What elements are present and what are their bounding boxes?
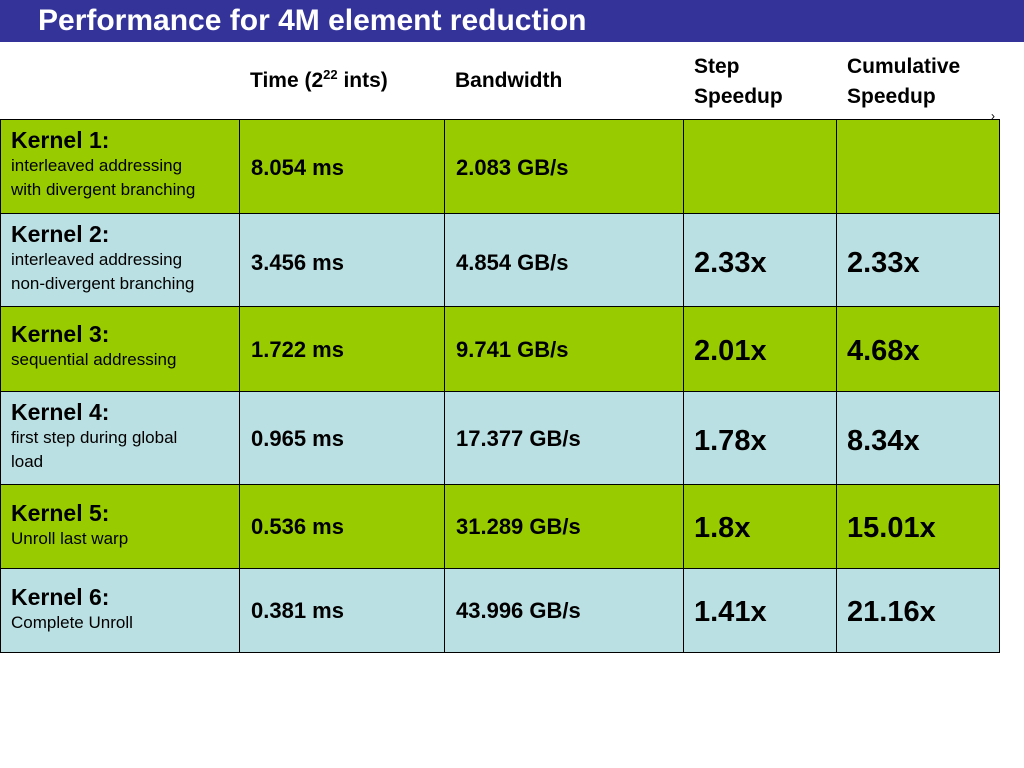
time-cell: 0.536 ms — [239, 484, 445, 569]
time-cell: 0.965 ms — [239, 391, 445, 485]
cumulative-speedup-cell: 21.16x — [836, 568, 1000, 653]
header-cumulative-line2: Speedup — [847, 85, 936, 108]
step-speedup-cell — [683, 119, 837, 214]
corner-mark: › — [991, 109, 995, 123]
step-speedup-value: 1.41x — [694, 596, 767, 628]
kernel-name: Kernel 3: — [11, 321, 110, 347]
step-speedup-value: 1.78x — [694, 425, 767, 457]
kernel-desc-line1: Unroll last warp — [11, 529, 129, 548]
header-time-suffix: ints) — [337, 69, 388, 92]
bandwidth-cell: 31.289 GB/s — [444, 484, 684, 569]
time-value: 8.054 ms — [251, 155, 344, 180]
time-value: 3.456 ms — [251, 250, 344, 275]
table-row-kernel-2: Kernel 2: interleaved addressing non-div… — [0, 213, 1000, 307]
time-value: 1.722 ms — [251, 337, 344, 362]
cumulative-speedup-value: 2.33x — [847, 247, 920, 279]
kernel-desc-line1: sequential addressing — [11, 350, 177, 369]
bandwidth-cell: 17.377 GB/s — [444, 391, 684, 485]
cumulative-speedup-value: 15.01x — [847, 512, 936, 544]
cumulative-speedup-value — [837, 120, 999, 152]
time-cell: 1.722 ms — [239, 306, 445, 392]
kernel-cell: Kernel 1: interleaved addressing with di… — [0, 119, 240, 214]
header-time-prefix: Time (2 — [250, 69, 324, 92]
time-value: 0.536 ms — [251, 514, 344, 539]
time-value: 0.381 ms — [251, 598, 344, 623]
table-row-kernel-4: Kernel 4: first step during global load … — [0, 391, 1000, 485]
step-speedup-cell: 1.41x — [683, 568, 837, 653]
header-bandwidth: Bandwidth — [455, 69, 563, 92]
table-row-kernel-6: Kernel 6: Complete Unroll 0.381 ms 43.99… — [0, 568, 1000, 653]
cumulative-speedup-cell: 2.33x — [836, 213, 1000, 307]
header-time: Time (222 ints) — [250, 66, 388, 96]
bandwidth-value: 31.289 GB/s — [456, 514, 581, 539]
kernel-cell: Kernel 2: interleaved addressing non-div… — [0, 213, 240, 307]
header-cumulative-line1: Cumulative — [847, 55, 961, 78]
bandwidth-value: 43.996 GB/s — [456, 598, 581, 623]
header-step-line1: Step — [694, 55, 740, 78]
kernel-desc-line2: non-divergent branching — [11, 274, 195, 293]
cumulative-speedup-value: 21.16x — [847, 596, 936, 628]
kernel-desc-line2: load — [11, 452, 44, 471]
kernel-name: Kernel 4: — [11, 399, 110, 425]
bandwidth-value: 2.083 GB/s — [456, 155, 569, 180]
step-speedup-cell: 2.01x — [683, 306, 837, 392]
kernel-desc-line2: with divergent branching — [11, 180, 196, 199]
performance-table: Kernel 1: interleaved addressing with di… — [0, 119, 1000, 653]
time-cell: 8.054 ms — [239, 119, 445, 214]
page-title: Performance for 4M element reduction — [38, 4, 587, 37]
header-step-line2: Speedup — [694, 85, 783, 108]
step-speedup-value: 1.8x — [694, 512, 751, 544]
bandwidth-cell: 43.996 GB/s — [444, 568, 684, 653]
step-speedup-cell: 2.33x — [683, 213, 837, 307]
kernel-name: Kernel 1: — [11, 127, 110, 153]
table-row-kernel-1: Kernel 1: interleaved addressing with di… — [0, 119, 1000, 214]
kernel-name: Kernel 6: — [11, 584, 110, 610]
bandwidth-value: 9.741 GB/s — [456, 337, 569, 362]
time-value: 0.965 ms — [251, 426, 344, 451]
header-time-exponent: 22 — [323, 67, 338, 82]
cumulative-speedup-cell — [836, 119, 1000, 214]
bandwidth-value: 17.377 GB/s — [456, 426, 581, 451]
kernel-cell: Kernel 5: Unroll last warp — [0, 484, 240, 569]
kernel-cell: Kernel 6: Complete Unroll — [0, 568, 240, 653]
kernel-desc-line1: Complete Unroll — [11, 613, 133, 632]
kernel-name: Kernel 2: — [11, 221, 110, 247]
cumulative-speedup-cell: 4.68x — [836, 306, 1000, 392]
step-speedup-cell: 1.78x — [683, 391, 837, 485]
title-bar: Performance for 4M element reduction — [0, 0, 1024, 42]
bandwidth-cell: 9.741 GB/s — [444, 306, 684, 392]
cumulative-speedup-value: 8.34x — [847, 425, 920, 457]
time-cell: 3.456 ms — [239, 213, 445, 307]
bandwidth-value: 4.854 GB/s — [456, 250, 569, 275]
kernel-name: Kernel 5: — [11, 500, 110, 526]
step-speedup-cell: 1.8x — [683, 484, 837, 569]
bandwidth-cell: 2.083 GB/s — [444, 119, 684, 214]
cumulative-speedup-cell: 8.34x — [836, 391, 1000, 485]
kernel-desc-line1: interleaved addressing — [11, 250, 183, 269]
table-row-kernel-5: Kernel 5: Unroll last warp 0.536 ms 31.2… — [0, 484, 1000, 569]
kernel-cell: Kernel 3: sequential addressing — [0, 306, 240, 392]
kernel-cell: Kernel 4: first step during global load — [0, 391, 240, 485]
table-row-kernel-3: Kernel 3: sequential addressing 1.722 ms… — [0, 306, 1000, 392]
kernel-desc-line1: interleaved addressing — [11, 156, 183, 175]
cumulative-speedup-cell: 15.01x — [836, 484, 1000, 569]
step-speedup-value — [684, 120, 836, 152]
kernel-desc-line1: first step during global — [11, 428, 178, 447]
bandwidth-cell: 4.854 GB/s — [444, 213, 684, 307]
step-speedup-value: 2.01x — [694, 335, 767, 367]
step-speedup-value: 2.33x — [694, 247, 767, 279]
cumulative-speedup-value: 4.68x — [847, 335, 920, 367]
time-cell: 0.381 ms — [239, 568, 445, 653]
